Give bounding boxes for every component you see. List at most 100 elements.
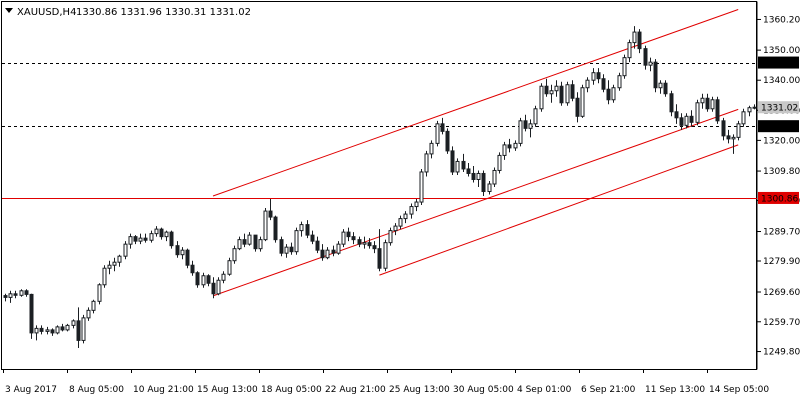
- candle: [242, 233, 247, 248]
- candle-body-down: [268, 210, 273, 218]
- candle-body-up: [294, 230, 299, 253]
- collapse-triangle-icon[interactable]: [5, 8, 13, 13]
- candle: [393, 223, 398, 236]
- candle-body-up: [154, 228, 159, 235]
- candle-body-down: [169, 231, 174, 247]
- candle-body-down: [570, 84, 575, 99]
- candle: [143, 233, 148, 243]
- candle: [180, 247, 185, 260]
- candle: [622, 54, 627, 79]
- candle-body-down: [726, 135, 731, 140]
- candle: [471, 165, 476, 183]
- candle: [39, 325, 44, 335]
- candle-body-up: [299, 224, 304, 232]
- x-tick-label: 8 Aug 05:00: [69, 385, 124, 395]
- candle: [289, 242, 294, 255]
- candle: [221, 271, 226, 284]
- candle: [65, 323, 70, 332]
- candle-body-down: [450, 150, 455, 173]
- candle-body-down: [669, 93, 674, 113]
- candle: [185, 248, 190, 269]
- candle: [752, 104, 757, 110]
- candle-body-down: [440, 123, 445, 132]
- candle-body-up: [128, 236, 133, 245]
- candle-body-down: [715, 99, 720, 122]
- candle-body-up: [419, 171, 424, 203]
- candle-body-up: [247, 234, 252, 245]
- chart-title: XAUUSD,H4 1330.86 1331.96 1330.31 1331.0…: [5, 7, 251, 18]
- candle: [554, 80, 559, 97]
- candle: [461, 153, 466, 172]
- candle-body-down: [445, 130, 450, 152]
- candle-body-up: [455, 160, 460, 173]
- candle: [8, 290, 13, 303]
- candle-body-up: [658, 82, 663, 89]
- candle: [71, 319, 76, 329]
- candle: [123, 241, 128, 260]
- candle-body-down: [50, 329, 55, 334]
- candle-body-up: [513, 142, 518, 149]
- candle-body-up: [611, 87, 616, 101]
- y-tick-label: 1350.00: [763, 46, 800, 56]
- candle: [206, 274, 211, 287]
- candle: [102, 265, 107, 288]
- candle: [388, 227, 393, 246]
- candle: [372, 241, 377, 254]
- y-tick-label: 1360.20: [763, 15, 800, 25]
- candle: [34, 325, 39, 341]
- candle: [159, 227, 164, 240]
- candle: [632, 26, 637, 49]
- candle: [268, 199, 273, 221]
- candle-body-down: [211, 282, 216, 295]
- candle-body-down: [3, 295, 8, 298]
- candle-body-up: [424, 153, 429, 173]
- candle: [533, 105, 538, 127]
- candle-body-up: [580, 87, 585, 117]
- candle: [336, 241, 341, 255]
- candle: [232, 245, 237, 264]
- candle: [731, 134, 736, 154]
- candle-body-up: [731, 136, 736, 140]
- candle: [445, 128, 450, 154]
- candle: [169, 230, 174, 249]
- candle: [403, 211, 408, 224]
- candle-body-up: [71, 320, 76, 326]
- candle-body-down: [39, 327, 44, 332]
- candle-body-down: [24, 290, 29, 295]
- current-price-tag: 1331.02: [761, 104, 798, 114]
- candle: [175, 241, 180, 258]
- candle-body-up: [627, 42, 632, 59]
- x-tick-label: 3 Aug 2017: [5, 385, 57, 395]
- candle-body-down: [346, 231, 351, 238]
- candle: [409, 203, 414, 219]
- candle-body-down: [653, 61, 658, 89]
- candle: [710, 96, 715, 112]
- candle: [549, 84, 554, 103]
- candle: [695, 99, 700, 126]
- price-tags: 1331.02 1345.87 1324.72 1300.86: [758, 56, 799, 204]
- candle: [679, 113, 684, 130]
- candle-body-down: [289, 246, 294, 253]
- candle-body-down: [279, 239, 284, 254]
- candle: [315, 236, 320, 254]
- candle-body-up: [55, 326, 60, 334]
- x-tick-label: 6 Sep 21:00: [581, 385, 636, 395]
- candle: [216, 277, 221, 296]
- candle: [97, 283, 102, 305]
- candle-body-down: [601, 78, 606, 90]
- candle-body-down: [159, 228, 164, 238]
- y-tick-label: 1309.80: [763, 167, 800, 177]
- candle: [455, 158, 460, 175]
- candle-body-down: [331, 249, 336, 254]
- candle: [606, 80, 611, 105]
- candle: [726, 129, 731, 144]
- candle: [305, 220, 310, 239]
- candle-body-up: [409, 206, 414, 215]
- candle: [149, 230, 154, 243]
- candle: [320, 244, 325, 261]
- candle: [263, 208, 268, 242]
- candle-body-down: [372, 245, 377, 250]
- candles: [3, 26, 757, 348]
- y-tick-label: 1279.90: [763, 257, 800, 267]
- candle-body-up: [752, 106, 757, 109]
